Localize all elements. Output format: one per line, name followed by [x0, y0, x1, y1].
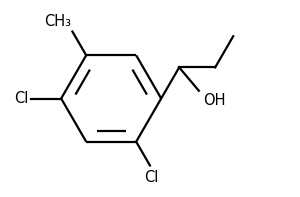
Text: Cl: Cl: [14, 91, 29, 106]
Text: Cl: Cl: [144, 170, 158, 185]
Text: OH: OH: [203, 93, 225, 108]
Text: CH₃: CH₃: [44, 14, 71, 29]
